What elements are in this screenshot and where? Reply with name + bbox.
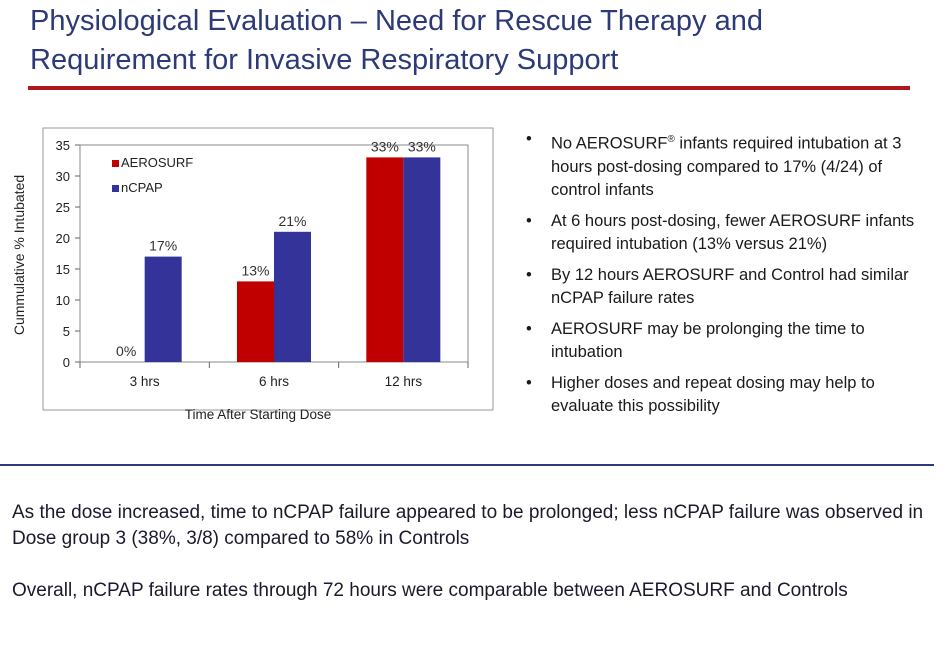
summary-paragraph: Overall, nCPAP failure rates through 72 …: [12, 580, 848, 601]
y-tick-label: 0: [63, 355, 70, 370]
y-tick-label: 30: [56, 169, 70, 184]
summary-paragraph: As the dose increased, time to nCPAP fai…: [12, 502, 924, 549]
data-label: 17%: [149, 238, 177, 254]
y-tick-label: 5: [63, 324, 70, 339]
bullet-item: AEROSURF may be prolonging the time to i…: [524, 318, 924, 364]
legend-label: nCPAP: [121, 180, 163, 195]
intubation-bar-chart: 0 5 10 15 20 25 30 35 3 hrs 0% 17% 6 hrs 13% 21% 12 hr…: [0, 118, 510, 438]
section-divider: [0, 464, 934, 466]
legend-swatch: [112, 160, 119, 167]
x-tick-label: 3 hrs: [130, 374, 160, 389]
bullet-item: Higher doses and repeat dosing may help …: [524, 372, 924, 418]
data-label: 33%: [408, 138, 436, 154]
y-axis-title: Cummulative % Intubated: [11, 175, 27, 335]
slide-title: Physiological Evaluation – Need for Resc…: [30, 5, 763, 76]
bar-ncpap: [274, 231, 311, 362]
y-tick-label: 15: [56, 262, 70, 277]
y-tick-label: 20: [56, 231, 70, 246]
title-divider: [28, 86, 910, 90]
bar-ncpap: [403, 157, 441, 362]
bullet-item: At 6 hours post-dosing, fewer AEROSURF i…: [524, 210, 924, 256]
data-label: 13%: [241, 262, 269, 278]
bar-aerosurf: [237, 281, 274, 362]
bullet-text: Higher doses and repeat dosing may help …: [551, 373, 875, 415]
bullet-text: infants required intubation at 3 hours p…: [551, 134, 902, 199]
bullet-list: No AEROSURF® infants required intubation…: [524, 128, 924, 426]
y-tick-label: 10: [56, 293, 70, 308]
y-tick-label: 25: [56, 200, 70, 215]
bullet-item: By 12 hours AEROSURF and Control had sim…: [524, 264, 924, 310]
legend-swatch: [112, 185, 119, 192]
bullet-text: By 12 hours AEROSURF and Control had sim…: [551, 265, 909, 307]
x-tick-label: 12 hrs: [385, 374, 423, 389]
registered-mark: ®: [667, 134, 675, 145]
bullet-item: No AEROSURF® infants required intubation…: [524, 128, 924, 202]
y-tick-label: 35: [56, 138, 70, 153]
bar-aerosurf: [366, 157, 404, 362]
bullet-text: AEROSURF may be prolonging the time to i…: [551, 319, 865, 361]
data-label: 33%: [371, 138, 399, 154]
x-tick-label: 6 hrs: [259, 374, 289, 389]
data-label: 21%: [278, 213, 306, 229]
x-axis-title: Time After Starting Dose: [185, 407, 332, 422]
legend-label: AEROSURF: [121, 155, 193, 170]
bullet-text: No AEROSURF: [551, 134, 668, 153]
data-label: 0%: [116, 343, 136, 359]
chart-svg: 0 5 10 15 20 25 30 35 3 hrs 0% 17% 6 hrs 13% 21% 12 hr…: [11, 127, 494, 422]
bar-ncpap: [144, 256, 182, 362]
bullet-text: At 6 hours post-dosing, fewer AEROSURF i…: [551, 211, 915, 253]
summary-text: As the dose increased, time to nCPAP fai…: [12, 500, 942, 630]
